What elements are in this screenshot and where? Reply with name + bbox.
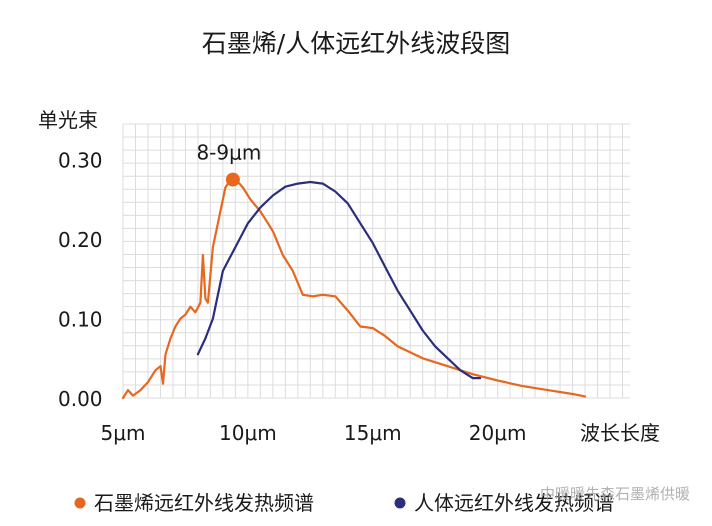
series-line-human-body — [196, 180, 482, 380]
y-tick-label: 0.10 — [58, 308, 103, 332]
y-tick-label: 0.00 — [58, 387, 103, 411]
x-axis-label: 波长长度 — [580, 421, 660, 445]
y-tick-label: 0.20 — [58, 228, 103, 252]
legend-marker-human-body — [394, 497, 406, 509]
peak-label: 8-9μm — [196, 141, 261, 165]
x-tick-label: 10μm — [219, 421, 277, 445]
x-tick-label: 15μm — [344, 421, 402, 445]
legend-label-graphene: 石墨烯远红外线发热频谱 — [94, 491, 314, 515]
peak-annotation: 8-9μm — [196, 141, 261, 187]
legend-label-human-body: 人体远红外线发热频谱 — [414, 491, 614, 515]
legend: 石墨烯远红外线发热频谱 人体远红外线发热频谱 — [74, 491, 614, 515]
series-lines — [121, 178, 587, 400]
peak-marker — [225, 172, 240, 187]
y-tick-label: 0.30 — [58, 149, 103, 173]
legend-marker-graphene — [74, 497, 86, 509]
x-tick-label: 20μm — [469, 421, 527, 445]
y-tick-labels: 0.00 0.10 0.20 0.30 — [58, 149, 103, 411]
grid — [122, 123, 630, 399]
watermark-text: 中暖暖先森石墨烯供暖 — [540, 485, 690, 503]
x-tick-labels: 5μm 10μm 15μm 20μm — [101, 421, 527, 445]
y-axis-label: 单光束 — [38, 108, 98, 132]
x-tick-label: 5μm — [101, 421, 146, 445]
chart-title: 石墨烯/人体远红外线波段图 — [202, 29, 510, 58]
